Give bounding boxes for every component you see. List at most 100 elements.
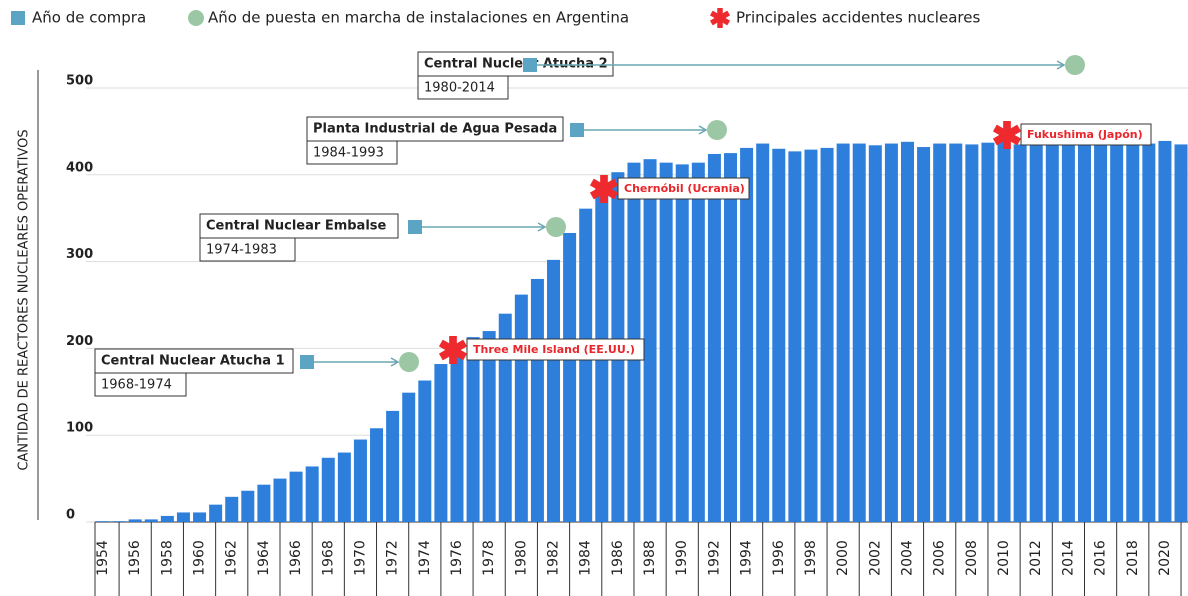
x-tick-label: 1982 bbox=[546, 540, 562, 576]
legend-square bbox=[11, 11, 25, 25]
bar bbox=[514, 294, 528, 522]
bar bbox=[707, 153, 721, 522]
y-tick-label: 400 bbox=[66, 160, 93, 175]
purchase-marker bbox=[300, 355, 314, 369]
y-tick-label: 300 bbox=[66, 247, 93, 262]
bar bbox=[209, 504, 223, 522]
x-tick-label: 1954 bbox=[95, 540, 111, 576]
x-tick-label: 1970 bbox=[352, 540, 368, 576]
x-tick-label: 1980 bbox=[513, 540, 529, 576]
bar bbox=[1174, 144, 1188, 523]
period-box bbox=[417, 75, 509, 100]
legend-label: Año de compra bbox=[32, 9, 146, 27]
bar bbox=[852, 143, 866, 522]
arrow-head bbox=[1056, 60, 1066, 70]
startup-marker bbox=[399, 352, 419, 372]
bar bbox=[691, 162, 705, 522]
arrow-head bbox=[537, 222, 547, 232]
bar bbox=[579, 208, 593, 523]
bar bbox=[386, 410, 400, 522]
x-tick-label: 1972 bbox=[385, 540, 401, 576]
x-tick-label: 1976 bbox=[449, 540, 465, 576]
bar bbox=[965, 144, 979, 523]
bar bbox=[1029, 142, 1043, 522]
facility-period: 1968-1974 bbox=[101, 378, 172, 393]
accident-marker bbox=[992, 124, 1022, 146]
x-tick-label: 1978 bbox=[481, 540, 497, 576]
x-tick-label: 1984 bbox=[578, 540, 594, 576]
x-tick-label: 2008 bbox=[964, 540, 980, 576]
bar bbox=[901, 141, 914, 523]
bar bbox=[981, 142, 995, 522]
legend-star bbox=[709, 10, 731, 26]
accident-marker bbox=[589, 178, 619, 200]
bar bbox=[820, 147, 834, 522]
facility-name: Central Nuclear Atucha 1 bbox=[101, 354, 285, 369]
x-tick-label: 1962 bbox=[224, 540, 240, 576]
period-box bbox=[306, 140, 398, 165]
bar bbox=[321, 457, 335, 522]
bar bbox=[724, 153, 738, 522]
x-tick-label: 1968 bbox=[320, 540, 336, 576]
bar bbox=[402, 392, 416, 522]
bar bbox=[112, 521, 126, 522]
facility-name: Central Nuclear Embalse bbox=[206, 219, 387, 234]
bar bbox=[1077, 140, 1091, 522]
bar bbox=[434, 364, 448, 522]
x-tick-label: 1996 bbox=[771, 540, 787, 576]
bar bbox=[917, 147, 931, 523]
bar bbox=[273, 478, 287, 522]
bar bbox=[1142, 143, 1156, 522]
period-box bbox=[199, 237, 296, 262]
facility-name: Central Nuclear Atucha 2 bbox=[424, 57, 608, 72]
x-tick-label: 1958 bbox=[159, 540, 175, 576]
x-tick-label: 1974 bbox=[417, 540, 433, 576]
y-tick-label: 100 bbox=[66, 421, 93, 436]
x-tick-label: 1964 bbox=[256, 540, 272, 576]
bar bbox=[418, 380, 432, 522]
purchase-marker bbox=[408, 220, 422, 234]
x-tick-label: 2018 bbox=[1125, 540, 1141, 576]
accident-box bbox=[1020, 123, 1152, 146]
bar bbox=[482, 331, 496, 522]
bar bbox=[933, 143, 947, 522]
x-tick-label: 1994 bbox=[739, 540, 755, 576]
bar bbox=[193, 512, 207, 522]
bar bbox=[241, 490, 255, 522]
bar bbox=[1094, 142, 1108, 522]
bar bbox=[1013, 144, 1027, 523]
y-tick-label: 500 bbox=[66, 74, 93, 89]
bar bbox=[659, 162, 673, 522]
x-tick-label: 1990 bbox=[674, 540, 690, 576]
y-tick-label: 0 bbox=[66, 508, 75, 523]
x-tick-label: 1998 bbox=[803, 540, 819, 576]
bar bbox=[756, 143, 770, 522]
accident-label: Three Mile Island (EE.UU.) bbox=[473, 343, 635, 356]
bar bbox=[353, 439, 367, 522]
bar bbox=[1126, 142, 1140, 522]
bar bbox=[305, 466, 319, 522]
bar bbox=[530, 278, 544, 522]
bar bbox=[370, 428, 384, 522]
purchase-marker bbox=[570, 123, 584, 137]
facility-box bbox=[417, 51, 614, 77]
x-tick-label: 1960 bbox=[192, 540, 208, 576]
bar bbox=[788, 151, 802, 522]
bar bbox=[997, 139, 1011, 522]
x-tick-label: 2000 bbox=[835, 540, 851, 576]
bar bbox=[450, 351, 464, 522]
bar bbox=[337, 452, 351, 522]
facility-period: 1980-2014 bbox=[424, 81, 495, 96]
x-tick-label: 2012 bbox=[1028, 540, 1044, 576]
bar bbox=[96, 521, 110, 522]
x-tick-label: 2020 bbox=[1157, 540, 1173, 576]
bar bbox=[563, 232, 577, 522]
legend-circle bbox=[188, 10, 204, 26]
bar bbox=[498, 313, 512, 522]
accident-box bbox=[466, 338, 645, 361]
legend-label: Año de puesta en marcha de instalaciones… bbox=[208, 9, 629, 27]
bar bbox=[1158, 140, 1172, 522]
purchase-marker bbox=[523, 58, 537, 72]
bar bbox=[675, 164, 689, 522]
